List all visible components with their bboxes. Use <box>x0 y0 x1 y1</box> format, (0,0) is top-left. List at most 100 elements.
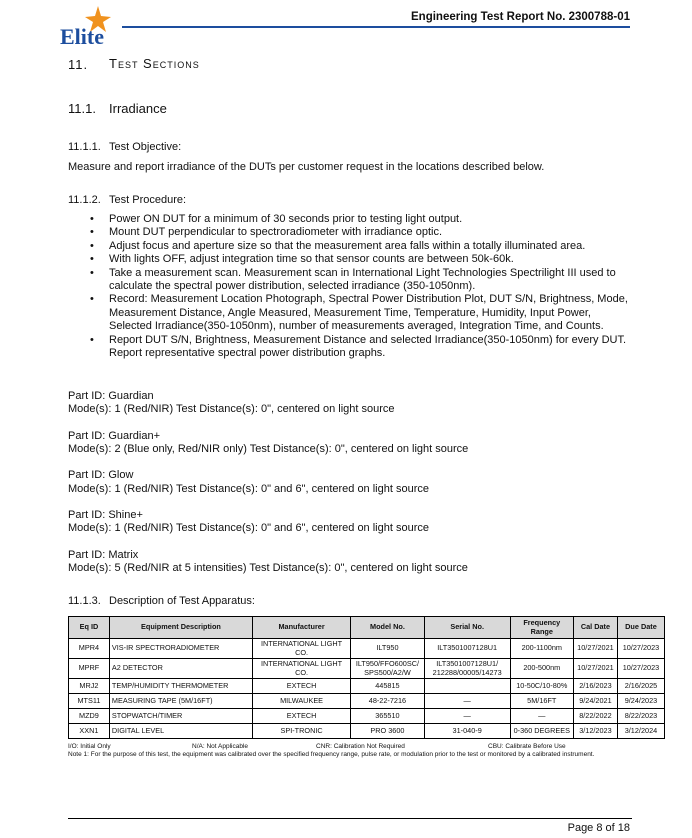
part: Part ID: Guardian+ Mode(s): 2 (Blue only,… <box>68 430 628 470</box>
table-cell: 10/27/2023 <box>616 638 666 659</box>
legend-item: CBU: Calibrate Before Use <box>488 743 566 750</box>
legend-item: N/A: Not Applicable <box>192 743 249 750</box>
table-cell: MEASURING TAPE (5M/16FT) <box>108 693 254 709</box>
part-id: Part ID: Guardian+ <box>68 429 161 442</box>
column-header: Cal Date <box>572 616 618 639</box>
table-cell: 9/24/2021 <box>572 693 618 709</box>
table-cell: 8/22/2023 <box>616 708 666 724</box>
table-cell: 10/27/2021 <box>572 638 618 659</box>
table-cell: VIS-IR SPECTRORADIOMETER <box>108 638 254 659</box>
apparatus-title: Description of Test Apparatus: <box>109 595 255 607</box>
part-id: Part ID: Guardian <box>68 390 154 402</box>
table-cell: 2/16/2023 <box>572 678 618 694</box>
table-cell <box>423 678 511 694</box>
table-cell: 2/16/2025 <box>616 678 666 694</box>
procedure-item: Adjust focus and aperture size so that t… <box>68 240 633 254</box>
part-modes: Mode(s): 1 (Red/NIR) Test Distance(s): 0… <box>68 482 429 495</box>
section-title: Test Sections <box>109 56 200 71</box>
table-cell: XXN1 <box>68 723 110 739</box>
parts: Part ID: Guardian Mode(s): 1 (Red/NIR) Te… <box>68 390 628 588</box>
table-row: MRJ2 TEMP/HUMIDITY THERMOMETER EXTECH 44581… <box>68 678 666 694</box>
column-header: Eq ID <box>68 616 110 639</box>
procedure-item: Power ON DUT for a minimum of 30 seconds… <box>68 213 633 227</box>
procedure-item: Report DUT S/N, Brightness, Measurement … <box>68 334 633 361</box>
procedure-item: Record: Measurement Location Photograph,… <box>68 293 633 333</box>
footer-rule <box>68 818 632 819</box>
column-header: Due Date <box>616 616 666 639</box>
objective-title: Test Objective: <box>109 141 182 153</box>
table-cell: 0-360 DEGREES <box>509 723 574 739</box>
table-cell: — <box>509 708 574 724</box>
table-row: MTS11 MEASURING TAPE (5M/16FT) MILWAUKEE 48… <box>68 693 666 709</box>
part-id: Part ID: Glow <box>68 469 134 482</box>
header-rule <box>122 26 630 28</box>
table-cell: INTERNATIONAL LIGHT CO. <box>251 638 352 659</box>
procedure-item: Mount DUT perpendicular to spectroradiom… <box>68 226 633 240</box>
table-row: MZD9 STOPWATCH/TIMER EXTECH 365510— —8/22/20… <box>68 708 666 724</box>
part: Part ID: Shine+ Mode(s): 1 (Red/NIR) Test… <box>68 509 628 549</box>
table-cell: 3/12/2023 <box>572 723 618 739</box>
part: Part ID: Glow Mode(s): 1 (Red/NIR) Test D… <box>68 469 628 509</box>
objective-number: 11.1.1. <box>68 141 101 153</box>
table-cell: ILT3501007128U1 <box>423 638 511 659</box>
legend-item: CNR: Calibration Not Required <box>316 743 405 750</box>
table-cell: ILT950 <box>350 638 425 659</box>
table-cell: EXTECH <box>251 708 352 724</box>
table-cell: TEMP/HUMIDITY THERMOMETER <box>108 678 254 694</box>
part-id: Part ID: Shine+ <box>68 509 143 522</box>
table-header: Eq ID Equipment Description Manufacturer Mo… <box>68 616 666 639</box>
procedure-list: Power ON DUT for a minimum of 30 seconds… <box>68 213 633 360</box>
table-row: MPRF A2 DETECTOR INTERNATIONAL LIGHT CO. IL… <box>68 658 666 679</box>
table-cell: — <box>423 693 511 709</box>
table-cell: 48-22-7216 <box>350 693 425 709</box>
table-cell: 200-1100nm <box>509 638 574 659</box>
table-cell: 445815 <box>350 678 425 694</box>
table-cell: EXTECH <box>251 678 352 694</box>
table-cell: ILT3501007128U1/ 212288/00005/14273 <box>423 658 511 679</box>
subsection-number: 11.1. <box>68 101 96 116</box>
table-cell: 365510 <box>350 708 425 724</box>
table-cell: 10/27/2021 <box>572 658 618 679</box>
table-cell: DIGITAL LEVEL <box>108 723 254 739</box>
table-cell: 3/12/2024 <box>616 723 666 739</box>
table-cell: MTS11 <box>68 693 110 709</box>
column-header: Manufacturer <box>251 616 352 639</box>
table-cell: STOPWATCH/TIMER <box>108 708 254 724</box>
logo-star <box>85 6 111 32</box>
legend: I/O: Initial Only N/A: Not Applicable CNR:… <box>68 743 665 752</box>
table-cell: MILWAUKEE <box>251 693 352 709</box>
report-title: Engineering Test Report No. 2300788-01 <box>411 11 630 23</box>
procedure-title: Test Procedure: <box>109 194 187 206</box>
table-cell: MRJ2 <box>68 678 110 694</box>
table-cell: — <box>423 708 511 724</box>
part-modes: Mode(s): 1 (Red/NIR) Test Distance(s): 0… <box>68 522 429 535</box>
table-cell: 9/24/2023 <box>616 693 666 709</box>
part-modes: Mode(s): 5 (Red/NIR at 5 intensities) Te… <box>68 561 468 574</box>
table-cell: 200-500nm <box>509 658 574 679</box>
column-header: Serial No. <box>423 616 511 639</box>
table-row: MPR4 VIS-IR SPECTRORADIOMETER INTERNATIONA… <box>68 638 666 659</box>
table-cell: ILT950/FFO600SC/ SPS500/A2/W <box>350 658 425 679</box>
column-header: Equipment Description <box>108 616 254 639</box>
column-header: Frequency Range <box>509 616 574 639</box>
part-modes: Mode(s): 2 (Blue only, Red/NIR only) Tes… <box>68 442 469 455</box>
part-id: Part ID: Matrix <box>68 548 139 561</box>
table-cell: 31-040-9 <box>423 723 511 739</box>
table-cell: PRO 3600 <box>350 723 425 739</box>
table-cell: 5M/16FT <box>509 693 574 709</box>
subsection-title: Irradiance <box>109 101 167 116</box>
procedure-number: 11.1.2. <box>68 194 101 206</box>
objective-text: Measure and report irradiance of the DUT… <box>68 161 545 173</box>
part: Part ID: Guardian Mode(s): 1 (Red/NIR) Te… <box>68 390 628 430</box>
legend-item: I/O: Initial Only <box>68 743 111 750</box>
logo-text: Elite <box>60 24 104 48</box>
part-modes: Mode(s): 1 (Red/NIR) Test Distance(s): 0… <box>68 403 395 416</box>
table-row: XXN1 DIGITAL LEVEL SPI-TRONIC PRO 3600 31-04… <box>68 723 666 739</box>
table-cell: MZD9 <box>68 708 110 724</box>
table-cell: 10-50C/10-80% <box>509 678 574 694</box>
note: Note 1: For the purpose of this test, th… <box>68 751 595 758</box>
table-cell: 8/22/2022 <box>572 708 618 724</box>
apparatus-table: Eq ID Equipment Description Manufacturer Mo… <box>68 616 666 739</box>
section-number: 11. <box>68 57 89 72</box>
